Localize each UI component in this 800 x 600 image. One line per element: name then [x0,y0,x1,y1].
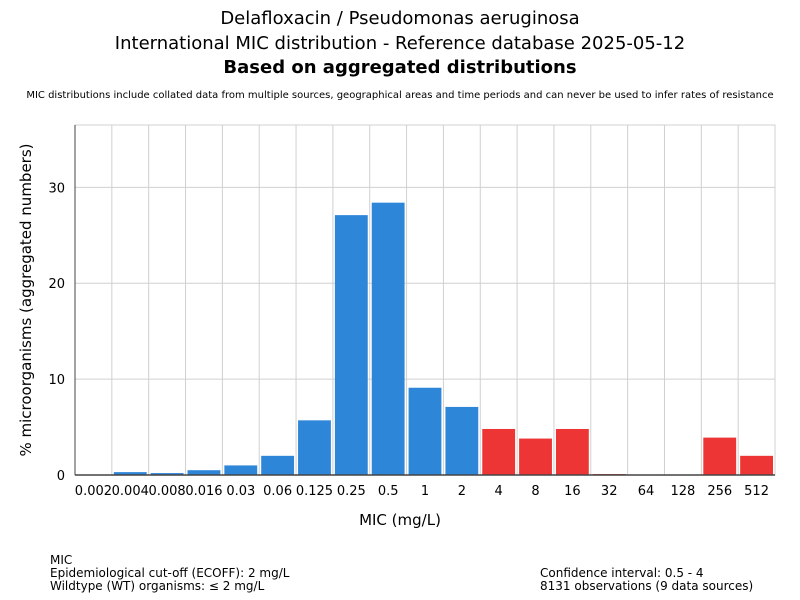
x-tick-label: 16 [564,484,581,499]
bar-16 [555,428,589,475]
x-tick-label: 4 [495,484,503,499]
chart-note: MIC distributions include collated data … [26,90,774,101]
x-tick-label: 0.5 [378,484,399,499]
x-axis-label: MIC (mg/L) [359,511,441,529]
x-tick-label: 1 [421,484,429,499]
chart-title: Delafloxacin / Pseudomonas aeruginosa [220,8,580,29]
x-tick-label: 0.008 [148,484,185,499]
y-tick-label: 20 [48,277,65,292]
x-tick-label: 32 [601,484,618,499]
y-tick-label: 30 [48,181,65,196]
bar-512 [740,455,773,475]
footer-observations: 8131 observations (9 data sources) [540,579,754,593]
x-tick-label: 0.125 [296,484,333,499]
footer-mic: MIC [50,553,73,567]
x-tick-label: 0.25 [337,484,366,499]
y-tick-label: 0 [57,469,65,484]
y-tick-label: 10 [48,373,65,388]
bar-0.5 [371,202,405,475]
x-tick-label: 64 [638,484,655,499]
bar-1 [408,387,442,475]
y-axis-label: % microorganisms (aggregated numbers) [17,143,35,456]
bar-0.125 [298,420,331,475]
bar-0.03 [224,465,258,475]
bar-0.016 [187,470,221,475]
bar-8 [519,438,552,475]
footer-confidence: Confidence interval: 0.5 - 4 [540,566,704,580]
x-tick-label: 128 [670,484,695,499]
footer-right: Confidence interval: 0.5 - 4 8131 observ… [540,567,753,593]
footer-wt: Wildtype (WT) organisms: ≤ 2 mg/L [50,579,265,593]
x-tick-label: 512 [744,484,769,499]
bar-0.004 [113,472,147,475]
x-tick-label: 2 [458,484,466,499]
x-tick-label: 0.002 [75,484,112,499]
x-tick-label: 0.06 [263,484,292,499]
chart-subtitle-bold: Based on aggregated distributions [223,57,577,78]
x-tick-label: 0.03 [226,484,255,499]
bar-0.25 [334,215,368,475]
x-tick-label: 0.016 [185,484,222,499]
x-tick-label: 8 [531,484,539,499]
footer-left: MIC Epidemiological cut-off (ECOFF): 2 m… [50,554,289,593]
bar-0.06 [261,455,295,475]
x-tick-label: 256 [707,484,732,499]
footer-ecoff: Epidemiological cut-off (ECOFF): 2 mg/L [50,566,290,580]
x-tick-label: 0.004 [112,484,149,499]
chart-subtitle: International MIC distribution - Referen… [114,33,686,54]
bar-256 [703,437,737,475]
bar-2 [445,406,479,475]
bar-0.008 [150,473,184,475]
bar-4 [482,428,516,475]
